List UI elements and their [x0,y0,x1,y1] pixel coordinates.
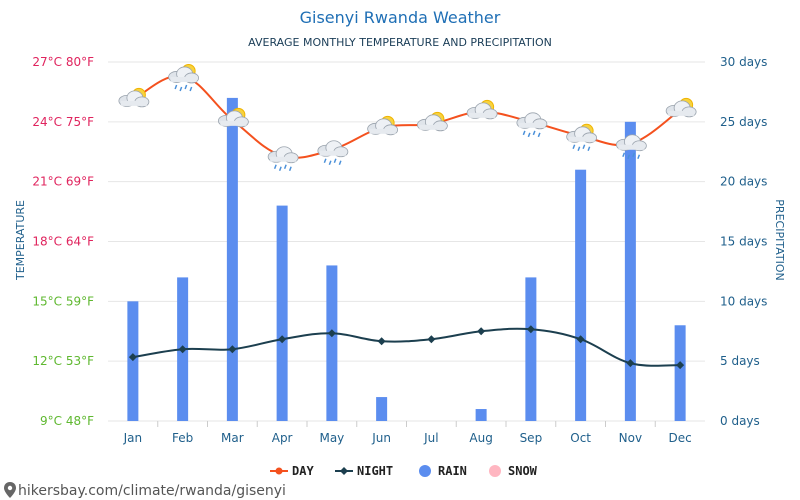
x-axis-ticks: Jan Feb Mar Apr May Jun Jul Aug Sep Oct Nov Dec [123,421,692,445]
day-line[interactable] [132,74,681,159]
x-tick-label: Feb [172,431,193,445]
cloud-rain-icon [267,146,299,172]
rain-bar[interactable] [674,325,686,421]
right-tick-label: 20 days [720,175,767,189]
x-tick-label: Nov [619,431,642,445]
source-text: hikersbay.com/climate/rwanda/gisenyi [18,483,286,499]
rain-bar[interactable] [624,121,636,421]
right-tick-label: 5 days [720,354,760,368]
location-pin-icon [4,482,16,498]
x-tick-label: Apr [272,431,293,445]
night-point[interactable] [626,359,635,368]
temperature-lines [128,73,685,370]
x-tick-label: May [319,431,344,445]
rain-bar[interactable] [226,97,238,422]
x-tick-label: Jul [423,431,438,445]
night-point[interactable] [576,335,585,344]
left-axis-title: TEMPERATURE [14,200,27,281]
sun-cloud-icon [466,99,498,120]
rain-bar[interactable] [376,397,388,421]
legend-label: SNOW [508,464,538,478]
x-tick-label: Sep [520,431,543,445]
cloud-rain-icon [317,140,349,166]
x-tick-label: Jun [371,431,391,445]
legend: DAY NIGHT RAIN SNOW [270,464,538,478]
rain-bars [127,97,686,422]
night-point[interactable] [178,345,187,354]
legend-label: RAIN [438,464,467,478]
sun-cloud-icon [416,111,448,132]
legend-item-rain[interactable]: RAIN [419,464,467,478]
right-axis-title: PRECIPITATION [773,199,786,280]
night-point[interactable] [278,335,287,344]
sun-cloud-icon [217,107,249,128]
rain-bar[interactable] [326,265,338,421]
right-tick-label: 30 days [720,55,767,69]
night-point[interactable] [377,337,386,346]
left-tick-label: 27°C 80°F [32,55,94,69]
cloud-rain-icon [516,112,548,138]
sun-cloud-rain-icon [566,123,598,152]
legend-item-day[interactable]: DAY [270,464,314,478]
left-tick-label: 9°C 48°F [40,414,94,428]
rain-bar[interactable] [525,277,537,421]
sun-cloud-icon [118,87,150,108]
rain-bar[interactable] [575,169,587,421]
night-point[interactable] [327,329,336,338]
x-tick-label: Oct [570,431,591,445]
rain-bar[interactable] [475,409,487,421]
night-point[interactable] [526,325,535,334]
right-tick-label: 25 days [720,115,767,129]
left-tick-label: 21°C 69°F [32,175,94,189]
cloud-rain-icon [615,134,647,160]
night-point[interactable] [128,353,137,362]
left-tick-label: 18°C 64°F [32,235,94,249]
right-axis-ticks: 30 days 25 days 20 days 15 days 10 days 5 day… [720,55,767,428]
night-point[interactable] [676,361,685,370]
right-tick-label: 0 days [720,414,760,428]
night-point[interactable] [477,327,486,336]
gridlines [108,61,705,422]
right-tick-label: 15 days [720,235,767,249]
left-axis-ticks: 27°C 80°F 24°C 75°F 21°C 69°F 18°C 64°F 15°C… [32,55,94,428]
left-tick-label: 24°C 75°F [32,115,94,129]
legend-label: DAY [292,464,314,478]
night-point[interactable] [427,335,436,344]
x-tick-label: Jan [123,431,143,445]
left-tick-label: 12°C 53°F [32,354,94,368]
rain-bar[interactable] [276,205,288,421]
sun-cloud-icon [367,115,399,136]
sun-cloud-rain-icon [168,63,200,92]
chart-subtitle: AVERAGE MONTHLY TEMPERATURE AND PRECIPIT… [248,36,552,49]
x-tick-label: Dec [669,431,692,445]
chart-title: Gisenyi Rwanda Weather [300,8,501,27]
legend-item-snow[interactable]: SNOW [489,464,538,478]
left-tick-label: 15°C 59°F [32,294,94,308]
x-tick-label: Mar [221,431,244,445]
legend-label: NIGHT [357,464,393,478]
legend-item-night[interactable]: NIGHT [335,464,393,478]
source-link[interactable]: hikersbay.com/climate/rwanda/gisenyi [4,482,286,499]
sun-cloud-icon [665,97,697,118]
night-line[interactable] [132,327,681,367]
weather-icons [118,63,697,172]
right-tick-label: 10 days [720,294,767,308]
night-point[interactable] [228,345,237,354]
x-tick-label: Aug [469,431,492,445]
